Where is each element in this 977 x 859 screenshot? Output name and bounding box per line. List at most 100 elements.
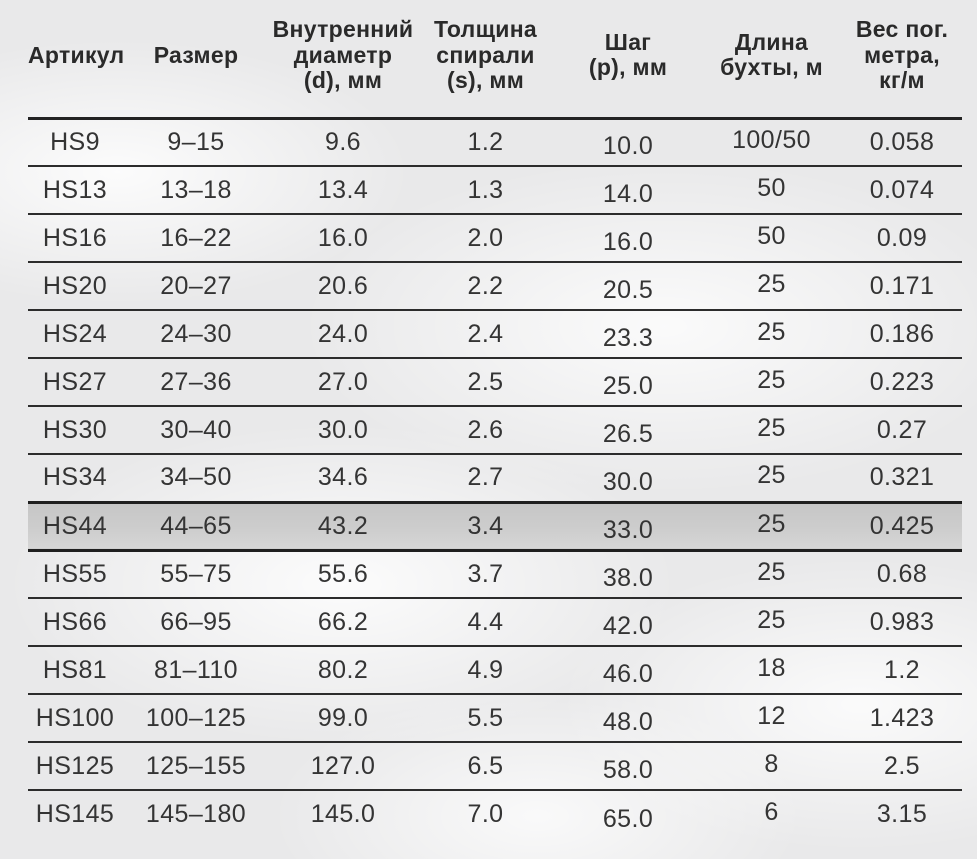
spiral_thickness-cell: 2.0 (416, 213, 555, 262)
step-cell: 42.0 (555, 597, 701, 646)
size-cell: 81–110 (122, 645, 270, 694)
spiral_thickness-cell: 2.2 (416, 261, 555, 310)
coil_length-cell: 25 (701, 453, 842, 502)
step-cell: 23.3 (555, 309, 701, 358)
table-row: HS145 145–180 145.0 7.0 65.0 6 3.15 (28, 789, 962, 838)
weight_per_meter-cell: 3.15 (842, 789, 962, 838)
size-cell: 24–30 (122, 309, 270, 358)
weight_per_meter-cell: 0.171 (842, 261, 962, 310)
spec-table-container: Артикул Размер Внутренний диаметр (d), м… (28, 0, 962, 838)
table-row: HS44 44–65 43.2 3.4 33.0 25 0.425 (28, 500, 962, 550)
inner_diameter-cell: 16.0 (270, 213, 416, 262)
article-cell: HS24 (28, 309, 122, 358)
article-cell: HS145 (28, 789, 122, 838)
table-body: HS9 9–15 9.6 1.2 10.0 100/50 0.058 HS13 13–18 13.… (28, 118, 962, 838)
column-header-size: Размер (122, 0, 270, 120)
step-cell: 58.0 (555, 741, 701, 790)
column-header-step: Шаг (р), мм (555, 0, 701, 120)
coil_length-cell: 100/50 (732, 125, 811, 154)
table-row: HS24 24–30 24.0 2.4 23.3 25 0.186 (28, 309, 962, 358)
coil_length-cell: 25 (701, 309, 842, 358)
step-cell: 25.0 (555, 357, 701, 406)
article-cell: HS66 (28, 597, 122, 646)
column-header-spiral-thickness: Толщина спирали (s), мм (416, 0, 555, 120)
inner_diameter-cell: 34.6 (270, 453, 416, 502)
table-row: HS34 34–50 34.6 2.7 30.0 25 0.321 (28, 453, 962, 502)
weight_per_meter-cell: 2.5 (842, 741, 962, 790)
column-header-weight: Вес пог. метра, кг/м (842, 0, 962, 120)
size-cell: 55–75 (122, 548, 270, 598)
spiral_thickness-cell: 3.4 (416, 500, 555, 550)
table-row: HS9 9–15 9.6 1.2 10.0 100/50 0.058 (28, 118, 962, 166)
inner_diameter-cell: 27.0 (270, 357, 416, 406)
table-row: HS30 30–40 30.0 2.6 26.5 25 0.27 (28, 405, 962, 454)
size-cell: 100–125 (122, 693, 270, 742)
weight_per_meter-cell: 0.68 (842, 548, 962, 598)
inner_diameter-cell: 80.2 (270, 645, 416, 694)
article-cell: HS44 (28, 500, 122, 550)
step-cell: 33.0 (555, 500, 701, 550)
coil_length-cell: 12 (701, 693, 842, 742)
coil_length-cell: 25 (701, 357, 842, 406)
table-row: HS125 125–155 127.0 6.5 58.0 8 2.5 (28, 741, 962, 790)
inner_diameter-cell: 30.0 (270, 405, 416, 454)
size-cell: 20–27 (122, 261, 270, 310)
coil_length-cell: 18 (701, 645, 842, 694)
step-cell: 48.0 (555, 693, 701, 742)
weight_per_meter-cell: 0.058 (869, 127, 935, 156)
article-cell: HS55 (28, 548, 122, 598)
inner_diameter-cell: 20.6 (270, 261, 416, 310)
article-cell: HS27 (28, 357, 122, 406)
article-cell: HS125 (28, 741, 122, 790)
table-row: HS13 13–18 13.4 1.3 14.0 50 0.074 (28, 165, 962, 214)
hose-spec-table: Артикул Размер Внутренний диаметр (d), м… (28, 0, 962, 838)
size-cell: 27–36 (122, 357, 270, 406)
coil_length-cell: 25 (701, 500, 842, 550)
step-cell: 46.0 (555, 645, 701, 694)
article-cell: HS81 (28, 645, 122, 694)
coil_length-cell: 25 (701, 597, 842, 646)
spiral_thickness-cell: 3.7 (416, 548, 555, 598)
step-cell: 14.0 (555, 165, 701, 214)
spiral_thickness-cell: 1.2 (467, 127, 504, 156)
coil_length-cell: 50 (701, 213, 842, 262)
spiral_thickness-cell: 2.5 (416, 357, 555, 406)
inner_diameter-cell: 145.0 (270, 789, 416, 838)
coil_length-cell: 6 (701, 789, 842, 838)
weight_per_meter-cell: 0.09 (842, 213, 962, 262)
inner_diameter-cell: 127.0 (270, 741, 416, 790)
article-cell: HS9 (50, 127, 100, 156)
header-row: Артикул Размер Внутренний диаметр (d), м… (28, 0, 962, 120)
size-cell: 66–95 (122, 597, 270, 646)
weight_per_meter-cell: 0.425 (842, 500, 962, 550)
coil_length-cell: 25 (701, 261, 842, 310)
size-cell: 125–155 (122, 741, 270, 790)
inner_diameter-cell: 55.6 (270, 548, 416, 598)
inner_diameter-cell: 99.0 (270, 693, 416, 742)
weight_per_meter-cell: 0.074 (842, 165, 962, 214)
table-header: Артикул Размер Внутренний диаметр (d), м… (28, 0, 962, 120)
size-cell: 16–22 (122, 213, 270, 262)
coil_length-cell: 25 (701, 548, 842, 598)
step-cell: 26.5 (555, 405, 701, 454)
size-cell: 9–15 (167, 127, 225, 156)
spiral_thickness-cell: 4.9 (416, 645, 555, 694)
inner_diameter-cell: 24.0 (270, 309, 416, 358)
weight_per_meter-cell: 0.983 (842, 597, 962, 646)
table-row: HS81 81–110 80.2 4.9 46.0 18 1.2 (28, 645, 962, 694)
spiral_thickness-cell: 2.6 (416, 405, 555, 454)
spiral_thickness-cell: 6.5 (416, 741, 555, 790)
coil_length-cell: 8 (701, 741, 842, 790)
size-cell: 44–65 (122, 500, 270, 550)
inner_diameter-cell: 66.2 (270, 597, 416, 646)
weight_per_meter-cell: 1.423 (842, 693, 962, 742)
step-cell: 65.0 (555, 789, 701, 838)
coil_length-cell: 50 (701, 165, 842, 214)
step-cell: 20.5 (555, 261, 701, 310)
inner_diameter-cell: 9.6 (325, 127, 361, 156)
table-row: HS27 27–36 27.0 2.5 25.0 25 0.223 (28, 357, 962, 406)
weight_per_meter-cell: 0.223 (842, 357, 962, 406)
table-row: HS100 100–125 99.0 5.5 48.0 12 1.423 (28, 693, 962, 742)
column-header-inner-diameter: Внутренний диаметр (d), мм (270, 0, 416, 120)
article-cell: HS30 (28, 405, 122, 454)
